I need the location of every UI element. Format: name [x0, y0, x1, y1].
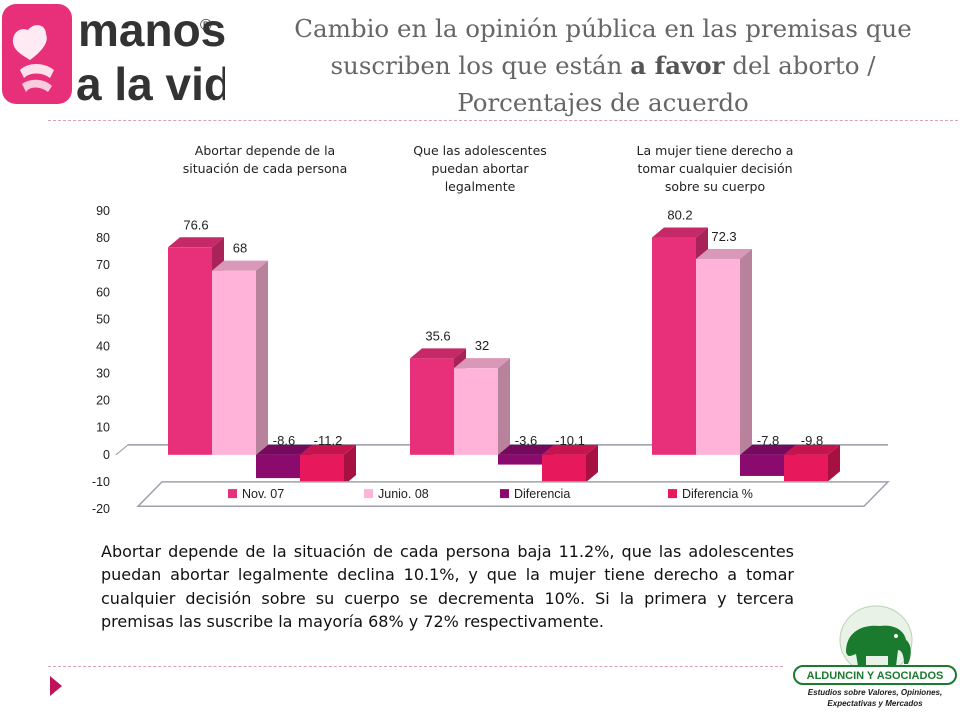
y-tick-label: 60: [96, 285, 110, 299]
category-label-2: Que las adolescentes puedan abortar lega…: [390, 142, 570, 196]
bar-top: [212, 260, 268, 271]
data-label: 76.6: [183, 217, 208, 232]
bar-top: [652, 227, 708, 238]
category-label-line: situación de cada persona: [182, 161, 348, 176]
bar-side: [586, 444, 598, 483]
category-label-line: puedan abortar: [431, 161, 529, 176]
bar: [498, 454, 542, 465]
bar: [784, 454, 828, 482]
page-title: Cambio en la opinión pública en las prem…: [258, 10, 948, 121]
bar-side: [828, 444, 840, 482]
alduncin-logo: ALDUNCIN Y ASOCIADOS Estudios sobre Valo…: [793, 605, 957, 708]
title-part-2: del aborto / Porcentajes de acuerdo: [457, 51, 876, 117]
bar: [652, 237, 696, 455]
data-label: -10.1: [555, 433, 585, 448]
hands-heart-icon: [2, 4, 72, 104]
logo-text-line-2: a la vida: [76, 58, 225, 108]
data-label: -3.6: [515, 433, 537, 448]
y-tick-label: 50: [96, 312, 110, 326]
legend-panel: [136, 481, 890, 508]
divider-bottom: [48, 666, 783, 667]
y-tick-label: 30: [96, 367, 110, 381]
y-tick-label: 10: [96, 421, 110, 435]
legend-label: Nov. 07: [242, 487, 284, 501]
bar: [454, 368, 498, 455]
divider-top: [48, 120, 960, 121]
data-label: -9.8: [801, 433, 823, 448]
bar-top: [542, 444, 598, 455]
legend-label: Diferencia %: [682, 487, 753, 501]
data-label: 68: [233, 241, 247, 256]
category-label-line: legalmente: [444, 179, 516, 194]
y-tick-label: 70: [96, 258, 110, 272]
bar-top: [740, 444, 796, 455]
summary-paragraph: Abortar depende de la situación de cada …: [101, 542, 794, 631]
company-tagline-1: Estudios sobre Valores, Opiniones,: [808, 688, 942, 697]
data-label: 72.3: [711, 229, 736, 244]
bar: [410, 358, 454, 455]
category-label-line: sobre su cuerpo: [664, 179, 766, 194]
y-tick-label: 40: [96, 339, 110, 353]
bar-top: [696, 248, 752, 259]
bar-side: [498, 358, 510, 455]
data-label: 35.6: [425, 328, 450, 343]
legend-swatch: [364, 489, 373, 499]
data-label: 32: [475, 338, 489, 353]
company-name: ALDUNCIN Y ASOCIADOS: [807, 670, 944, 682]
company-tagline-2: Expectativas y Mercados: [827, 699, 923, 708]
y-tick-label: 90: [96, 204, 110, 218]
y-tick-label: 0: [103, 448, 110, 462]
category-label-line: Que las adolescentes: [413, 143, 547, 158]
bar-side: [256, 260, 268, 455]
bar-top: [454, 358, 510, 369]
data-label: -11.2: [314, 433, 343, 448]
bar: [168, 247, 212, 455]
bar: [212, 270, 256, 455]
category-label-line: La mujer tiene derecho a: [636, 143, 794, 158]
bar-top: [784, 444, 840, 455]
title-part-1: Cambio en la opinión pública en las prem…: [294, 14, 912, 80]
bar: [696, 258, 740, 455]
bar-top: [256, 444, 312, 455]
triangle-right-icon[interactable]: [50, 676, 62, 696]
logo-text-line-1: manos: [78, 4, 225, 56]
category-label-line: Abortar depende de la: [194, 143, 336, 158]
y-tick-label: -10: [92, 475, 110, 489]
bar: [256, 454, 300, 479]
bar-side: [740, 248, 752, 455]
bar-top: [300, 444, 356, 455]
y-tick-label: 80: [96, 231, 110, 245]
y-tick-label: -20: [92, 502, 110, 516]
data-label: 80.2: [667, 208, 692, 223]
category-label-line: tomar cualquier decisión: [637, 161, 793, 176]
legend-label: Junio. 08: [378, 487, 429, 501]
data-label: -8.6: [273, 433, 295, 448]
manos-a-la-vida-logo: manos ® a la vida: [2, 4, 225, 108]
data-label: -7.8: [757, 433, 779, 448]
legend-label: Diferencia: [514, 487, 570, 501]
legend-swatch: [228, 489, 237, 499]
bar-top: [168, 237, 224, 248]
bar-chart: 90 80 70 60 50 40 30 20 10 0 -10 -20 76.6 35.6 80.2 68 3…: [92, 204, 890, 516]
registered-mark: ®: [200, 17, 212, 34]
bar-top: [410, 348, 466, 359]
category-label-1: Abortar depende de la situación de cada …: [170, 142, 360, 178]
legend-swatch: [500, 489, 509, 499]
elephant-icon: [839, 605, 913, 675]
bar: [300, 454, 344, 486]
zero-line-depth: [115, 444, 129, 456]
bar-top: [498, 444, 554, 455]
title-bold-part: a favor: [630, 51, 725, 80]
y-tick-label: 20: [96, 394, 110, 408]
category-label-3: La mujer tiene derecho a tomar cualquier…: [620, 142, 810, 196]
bar: [740, 454, 784, 476]
bar: [542, 454, 586, 483]
bar-side: [344, 444, 356, 486]
legend-swatch: [668, 489, 677, 499]
